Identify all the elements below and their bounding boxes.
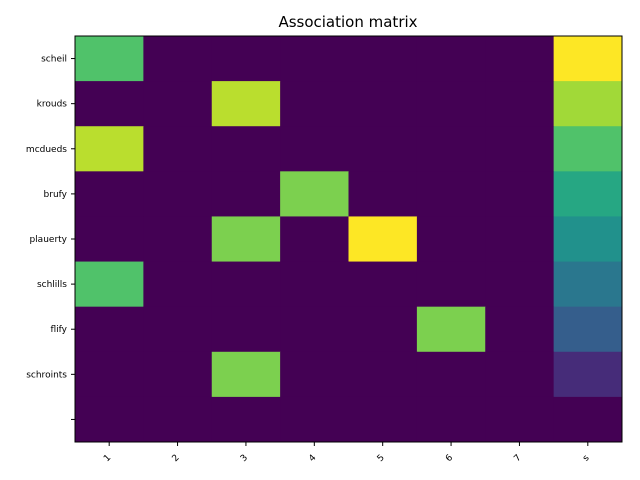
x-tick-label: 2 <box>171 453 182 464</box>
heatmap-cell <box>280 81 350 127</box>
heatmap-cell <box>211 126 281 172</box>
heatmap-cell <box>75 36 144 82</box>
heatmap-cell <box>553 351 623 398</box>
x-tick-label: 1 <box>102 453 113 464</box>
x-tick-label: 7 <box>512 453 523 464</box>
heatmap-cell <box>143 126 213 172</box>
heatmap-cell <box>280 216 350 263</box>
heatmap-cell <box>280 171 350 217</box>
heatmap-cell <box>348 171 418 217</box>
heatmap-cell <box>553 306 623 353</box>
y-tick-label: brufy <box>44 190 68 200</box>
x-tick-label: 5 <box>376 453 387 464</box>
chart-title: Association matrix <box>278 13 417 31</box>
y-tick-label: schlills <box>37 280 67 290</box>
heatmap-cell <box>143 396 213 443</box>
heatmap-cell <box>485 81 555 127</box>
heatmap-cell <box>211 36 281 82</box>
heatmap-cell <box>416 36 486 82</box>
heatmap-cell <box>485 216 555 263</box>
heatmap-cell <box>348 351 418 398</box>
heatmap-cell <box>280 261 350 308</box>
heatmap-cell <box>143 216 213 263</box>
heatmap-cell <box>280 396 350 443</box>
heatmap-cell <box>416 261 486 308</box>
heatmap-cell <box>348 36 418 82</box>
x-tick-label: s <box>581 453 592 464</box>
heatmap-cell <box>416 171 486 217</box>
heatmap-cell <box>553 36 623 82</box>
heatmap-cell <box>348 81 418 127</box>
heatmap-cell <box>553 81 623 127</box>
heatmap-cell <box>75 171 144 217</box>
heatmap-cell <box>280 36 350 82</box>
heatmap-cell <box>280 351 350 398</box>
heatmap-cell <box>75 306 144 353</box>
heatmap-cell <box>211 81 281 127</box>
heatmap-cell <box>485 36 555 82</box>
heatmap-cell <box>280 126 350 172</box>
y-tick-label: mcdueds <box>26 145 67 155</box>
heatmap-cell <box>416 306 486 353</box>
heatmap-cell <box>553 126 623 172</box>
heatmap-cell <box>485 396 555 443</box>
heatmap-cell <box>416 351 486 398</box>
y-axis: scheil krouds mcdueds brufy plauerty schlills… <box>26 55 75 420</box>
y-tick-label: krouds <box>37 100 68 110</box>
x-tick-label: 4 <box>307 453 318 464</box>
heatmap-cell <box>485 126 555 172</box>
heatmap-cell <box>143 306 213 353</box>
heatmap-cell <box>211 261 281 308</box>
heatmap-cell <box>75 216 144 263</box>
heatmap-cell <box>211 351 281 398</box>
y-tick-label: scheil <box>41 55 67 65</box>
heatmap-cell <box>553 216 623 263</box>
heatmap-cell <box>485 351 555 398</box>
heatmap-cell <box>211 216 281 263</box>
heatmap-cell <box>75 81 144 127</box>
heatmap-cell <box>143 36 213 82</box>
y-tick-label: plauerty <box>29 235 67 245</box>
heatmap-cell <box>416 216 486 263</box>
heatmap-cell <box>211 306 281 353</box>
x-axis: 1 2 3 4 5 6 7 s <box>102 442 592 464</box>
heatmap-cell <box>280 306 350 353</box>
heatmap-cell <box>553 171 623 217</box>
heatmap-cell <box>75 351 144 398</box>
y-tick-label: schroints <box>26 370 67 380</box>
x-tick-label: 6 <box>444 453 455 464</box>
y-tick-label: flify <box>50 325 67 335</box>
heatmap-cell <box>143 81 213 127</box>
heatmap-cell <box>348 126 418 172</box>
x-tick-label: 3 <box>239 453 250 464</box>
heatmap-cells <box>75 36 623 443</box>
heatmap-cell <box>348 216 418 263</box>
heatmap-cell <box>348 396 418 443</box>
heatmap-cell <box>75 396 144 443</box>
heatmap-cell <box>75 261 144 308</box>
heatmap-cell <box>211 396 281 443</box>
heatmap-cell <box>416 81 486 127</box>
heatmap-cell <box>416 126 486 172</box>
heatmap-cell <box>348 306 418 353</box>
heatmap-cell <box>416 396 486 443</box>
heatmap-cell <box>211 171 281 217</box>
heatmap-cell <box>485 261 555 308</box>
plot-frame <box>74 35 623 443</box>
heatmap-cell <box>553 261 623 308</box>
heatmap-cell <box>485 306 555 353</box>
heatmap-cell <box>348 261 418 308</box>
heatmap-cell <box>553 396 623 443</box>
heatmap-cell <box>143 261 213 308</box>
heatmap-cell <box>143 351 213 398</box>
heatmap-cell <box>75 126 144 172</box>
heatmap-cell <box>485 171 555 217</box>
heatmap-cell <box>143 171 213 217</box>
